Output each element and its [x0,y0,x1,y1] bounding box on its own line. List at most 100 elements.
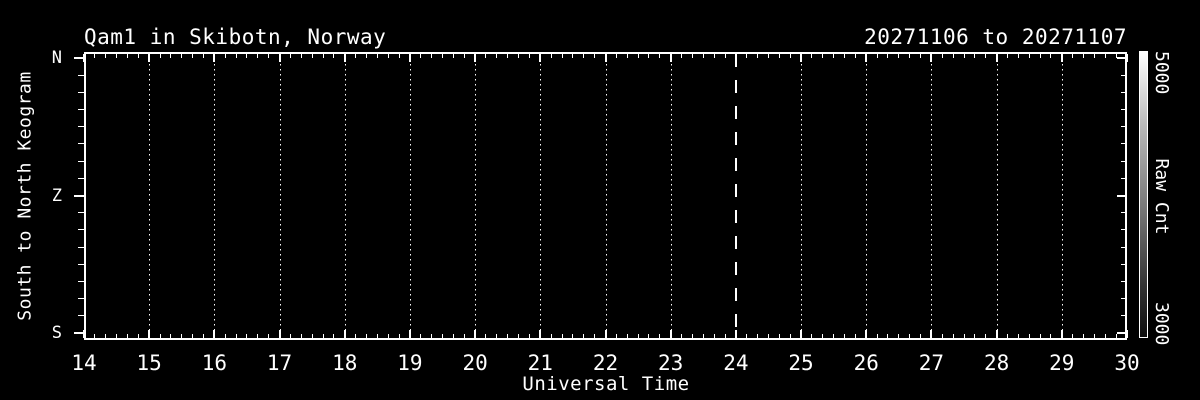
x-minor-tick [920,54,922,58]
y-minor-tick [1121,229,1125,231]
x-axis-title: Universal Time [522,373,690,395]
x-minor-tick [268,54,270,58]
x-minor-tick [300,334,302,338]
x-minor-tick [181,54,183,58]
x-minor-tick [224,334,226,338]
x-minor-tick [333,54,335,58]
hour-gridline [214,54,216,338]
x-minor-tick [420,54,422,58]
hour-gridline [344,54,346,338]
y-minor-tick [1121,280,1125,282]
y-minor-tick [1121,91,1125,93]
x-minor-tick [1093,334,1095,338]
hour-gridline [996,54,998,338]
colorbar-max-value: 5000 [1151,51,1172,95]
x-minor-tick [583,334,585,338]
x-tick-label: 18 [332,351,358,375]
x-minor-tick [713,334,715,338]
x-minor-tick [626,54,628,58]
y-minor-tick [1121,143,1125,145]
y-minor-tick [78,177,84,179]
x-minor-tick [116,334,118,338]
y-minor-tick [78,263,84,265]
hour-gridline [409,54,411,338]
y-minor-tick [78,126,84,128]
y-minor-tick [1121,177,1125,179]
x-minor-tick [355,54,357,58]
x-minor-tick [116,54,118,58]
x-major-tick [1126,330,1128,338]
x-minor-tick [257,334,259,338]
hour-gridline [1061,54,1063,338]
x-minor-tick [105,54,107,58]
x-minor-tick [876,334,878,338]
x-minor-tick [702,54,704,58]
x-minor-tick [724,54,726,58]
x-minor-tick [94,334,96,338]
y-minor-tick [1121,246,1125,248]
x-minor-tick [1083,54,1085,58]
y-minor-tick [78,212,84,214]
y-minor-tick [1121,109,1125,111]
hour-gridline [931,54,933,338]
colorbar-labels: 5000 Raw Cnt 3000 [1151,51,1173,345]
x-minor-tick [1104,54,1106,58]
date-range-label: 20271106 to 20271107 [864,25,1127,49]
x-minor-tick [724,334,726,338]
x-tick-label: 15 [136,351,162,375]
plot-title: Qam1 in Skibotn, Norway [84,25,387,49]
x-minor-tick [1093,54,1095,58]
x-minor-tick [268,334,270,338]
x-minor-tick [159,54,161,58]
x-minor-tick [235,334,237,338]
hour-gridline [866,54,868,338]
x-minor-tick [811,334,813,338]
x-minor-tick [572,334,574,338]
x-minor-tick [311,334,313,338]
x-minor-tick [637,334,639,338]
x-minor-tick [365,54,367,58]
x-minor-tick [452,334,454,338]
x-minor-tick [1039,334,1041,338]
x-minor-tick [496,334,498,338]
y-major-tick [1117,57,1125,59]
y-major-tick [74,194,84,197]
x-minor-tick [1104,334,1106,338]
x-minor-tick [126,334,128,338]
x-minor-tick [985,334,987,338]
colorbar-gradient [1139,51,1148,338]
y-minor-tick [78,109,84,111]
x-tick-label: 14 [71,351,97,375]
y-minor-tick [1121,315,1125,317]
x-minor-tick [691,54,693,58]
x-minor-tick [387,334,389,338]
x-minor-tick [887,54,889,58]
x-tick-label: 22 [592,351,619,375]
x-minor-tick [920,334,922,338]
x-minor-tick [615,334,617,338]
x-minor-tick [300,54,302,58]
x-minor-tick [1017,334,1019,338]
x-minor-tick [463,54,465,58]
x-minor-tick [518,334,520,338]
x-minor-tick [1028,334,1030,338]
x-minor-tick [876,54,878,58]
x-tick-label: 23 [658,351,684,375]
x-minor-tick [387,54,389,58]
x-minor-tick [844,54,846,58]
x-tick-label: 20 [462,351,488,375]
x-minor-tick [778,54,780,58]
x-minor-tick [311,54,313,58]
x-minor-tick [137,334,139,338]
y-minor-tick [1121,212,1125,214]
x-minor-tick [376,334,378,338]
y-minor-tick [78,160,84,162]
x-minor-tick [789,334,791,338]
x-minor-tick [757,54,759,58]
x-minor-tick [757,334,759,338]
y-major-tick [74,57,84,59]
x-minor-tick [1006,334,1008,338]
hour-gridline [149,54,151,338]
x-minor-tick [192,54,194,58]
